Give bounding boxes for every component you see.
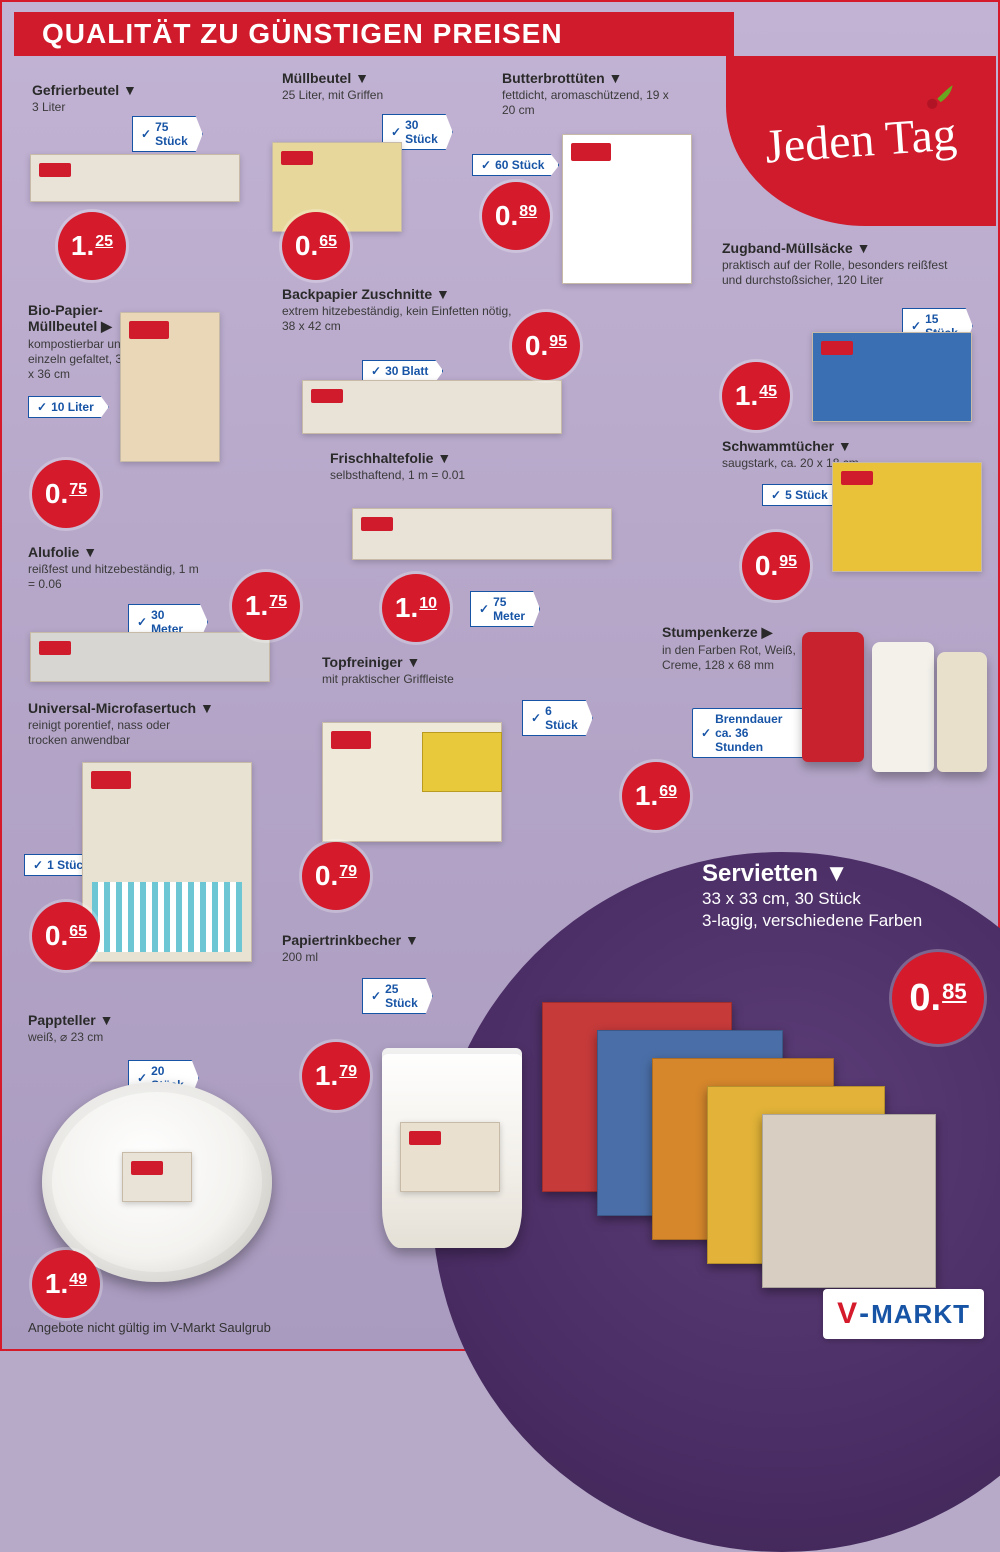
product-image [30, 154, 240, 202]
product-microfaser: Universal-Microfasertuch ▼ reinigt poren… [28, 700, 214, 748]
product-servietten: Servietten ▼ 33 x 33 cm, 30 Stück 3-lagi… [702, 860, 922, 932]
price-badge: 1.45 [722, 362, 790, 430]
price-badge: 0.75 [32, 460, 100, 528]
product-image [562, 134, 692, 284]
product-image [120, 312, 220, 462]
product-desc: praktisch auf der Rolle, besonders reißf… [722, 258, 952, 288]
product-title: Alufolie ▼ [28, 544, 208, 560]
qty-tag: ✓75 Stück [132, 116, 203, 152]
header-title: QUALITÄT ZU GÜNSTIGEN PREISEN [42, 18, 563, 50]
product-topfreiniger: Topfreiniger ▼ mit praktischer Griffleis… [322, 654, 454, 687]
header-bar: QUALITÄT ZU GÜNSTIGEN PREISEN [14, 12, 734, 56]
product-title: Topfreiniger ▼ [322, 654, 454, 670]
logo-dash: - [859, 1297, 869, 1331]
product-desc: reißfest und hitzebeständig, 1 m = 0.06 [28, 562, 208, 592]
product-desc: mit praktischer Griffleiste [322, 672, 454, 687]
product-desc: 200 ml [282, 950, 419, 965]
leaf-icon [922, 80, 956, 114]
sponge-icon [422, 732, 502, 792]
qty-tag: ✓30 Blatt [362, 360, 443, 382]
product-papiertrink: Papiertrinkbecher ▼ 200 ml ✓25 Stück [282, 932, 419, 965]
price-badge: 1.75 [232, 572, 300, 640]
product-title: Pappteller ▼ [28, 1012, 113, 1028]
brand-name: Jeden Tag [764, 110, 959, 171]
product-title: Papiertrinkbecher ▼ [282, 932, 419, 948]
price-badge: 1.10 [382, 574, 450, 642]
product-title: Müllbeutel ▼ [282, 70, 383, 86]
product-desc: in den Farben Rot, Weiß, Creme, 128 x 68… [662, 643, 802, 673]
flyer-page: QUALITÄT ZU GÜNSTIGEN PREISEN Jeden Tag … [0, 0, 1000, 1351]
footer-logo: V - MARKT [823, 1289, 984, 1339]
product-butterbrot: Butterbrottüten ▼ fettdicht, aromaschütz… [502, 70, 672, 118]
product-title: Universal-Microfasertuch ▼ [28, 700, 214, 716]
product-image [832, 462, 982, 572]
cloth-pattern [92, 882, 242, 952]
product-desc: fettdicht, aromaschützend, 19 x 20 cm [502, 88, 672, 118]
product-backpapier: Backpapier Zuschnitte ▼ extrem hitzebest… [282, 286, 512, 334]
price-badge: 0.89 [482, 182, 550, 250]
product-desc-line2: 3-lagig, verschiedene Farben [702, 910, 922, 932]
footer-note: Angebote nicht gültig im V-Markt Saulgru… [28, 1320, 271, 1335]
logo-markt: MARKT [871, 1299, 970, 1330]
product-title: Servietten ▼ [702, 860, 922, 888]
plate-label [122, 1152, 192, 1202]
qty-tag: ✓5 Stück [762, 484, 843, 506]
candle-white [872, 642, 934, 772]
product-stumpenkerze: Stumpenkerze ▶ in den Farben Rot, Weiß, … [662, 624, 802, 673]
qty-tag: ✓10 Liter [28, 396, 109, 418]
brand-badge: Jeden Tag [726, 56, 996, 226]
product-muellbeutel: Müllbeutel ▼ 25 Liter, mit Griffen ✓30 S… [282, 70, 383, 103]
product-desc: reinigt porentief, nass oder trocken anw… [28, 718, 208, 748]
product-title: Zugband-Müllsäcke ▼ [722, 240, 952, 256]
product-desc: selbsthaftend, 1 m = 0.01 [330, 468, 465, 483]
qty-tag: ✓75 Meter [470, 591, 540, 627]
product-zugband: Zugband-Müllsäcke ▼ praktisch auf der Ro… [722, 240, 952, 288]
product-title: Gefrierbeutel ▼ [32, 82, 137, 98]
qty-tag: ✓60 Stück [472, 154, 559, 176]
logo-v: V [837, 1297, 857, 1331]
napkin [762, 1114, 936, 1288]
price-badge: 1.49 [32, 1250, 100, 1318]
qty-tag: ✓Brenndauer ca. 36 Stunden [692, 708, 812, 758]
price-badge: 0.65 [282, 212, 350, 280]
price-badge: 0.79 [302, 842, 370, 910]
product-title: Stumpenkerze ▶ [662, 624, 802, 641]
price-badge-large: 0.85 [892, 952, 984, 1044]
product-pappteller: Pappteller ▼ weiß, ⌀ 23 cm ✓20 Stück [28, 1012, 113, 1045]
product-image [352, 508, 612, 560]
price-badge: 0.65 [32, 902, 100, 970]
product-image [30, 632, 270, 682]
product-alufolie: Alufolie ▼ reißfest und hitzebeständig, … [28, 544, 208, 592]
candle-creme [937, 652, 987, 772]
product-title: Schwammtücher ▼ [722, 438, 859, 454]
product-desc: 3 Liter [32, 100, 137, 115]
price-badge: 1.25 [58, 212, 126, 280]
product-title: Butterbrottüten ▼ [502, 70, 672, 86]
price-badge: 1.69 [622, 762, 690, 830]
qty-tag: ✓25 Stück [362, 978, 433, 1014]
product-desc: 25 Liter, mit Griffen [282, 88, 383, 103]
cup-label [400, 1122, 500, 1192]
product-gefrierbeutel: Gefrierbeutel ▼ 3 Liter ✓75 Stück [32, 82, 137, 115]
product-desc-line1: 33 x 33 cm, 30 Stück [702, 888, 922, 910]
product-desc: weiß, ⌀ 23 cm [28, 1030, 113, 1045]
product-desc: extrem hitzebeständig, kein Einfetten nö… [282, 304, 512, 334]
product-image [302, 380, 562, 434]
product-image [812, 332, 972, 422]
product-frischhalte: Frischhaltefolie ▼ selbsthaftend, 1 m = … [330, 450, 465, 483]
price-badge: 0.95 [512, 312, 580, 380]
price-badge: 0.95 [742, 532, 810, 600]
price-badge: 1.79 [302, 1042, 370, 1110]
product-title: Backpapier Zuschnitte ▼ [282, 286, 512, 302]
product-title: Frischhaltefolie ▼ [330, 450, 465, 466]
qty-tag: ✓6 Stück [522, 700, 593, 736]
candle-red [802, 632, 864, 762]
